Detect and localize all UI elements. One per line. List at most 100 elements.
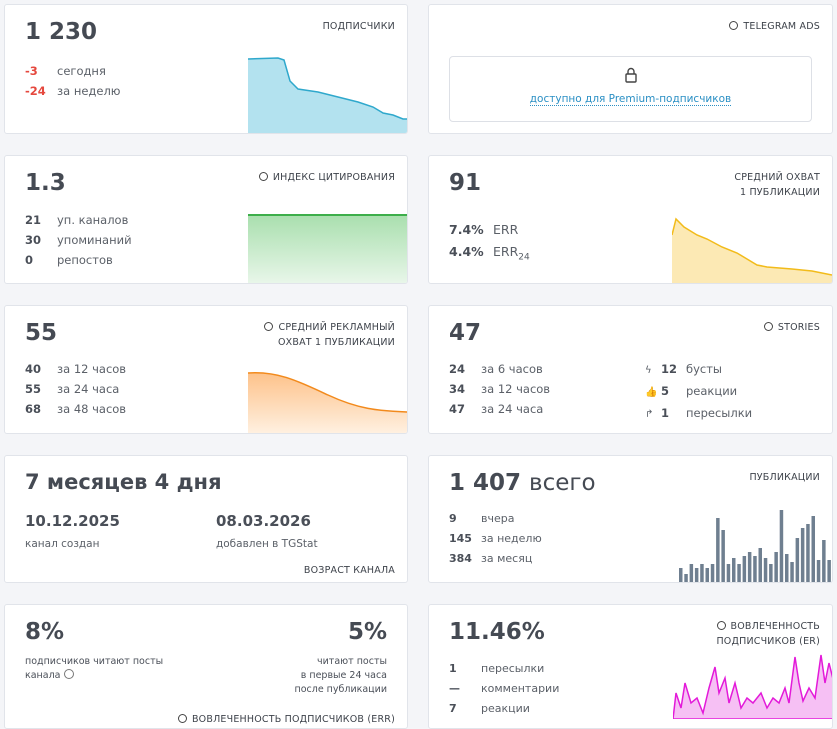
line: подписчиков читают посты (25, 656, 164, 667)
label-line: 1 ПУБЛИКАЦИИ (740, 187, 820, 198)
label: ИНДЕКС ЦИТИРОВАНИЯ (258, 170, 395, 185)
text: за 12 часов (57, 362, 127, 376)
rows: 7.4% ERR 4.4% ERR24 (449, 219, 530, 269)
label-text: STORIES (777, 322, 820, 333)
num: 47 (449, 402, 466, 416)
num: 7.4% (449, 222, 484, 237)
sparkline (248, 57, 407, 133)
right-value: 5% (347, 619, 387, 645)
text: пересылки (686, 406, 753, 420)
text: сегодня (57, 64, 106, 78)
value: 55 (25, 320, 58, 346)
unit: всего (529, 470, 596, 496)
reading-card: 8% подписчиков читают посты канала 5% чит… (4, 604, 408, 729)
num: -24 (25, 84, 46, 98)
num: — (449, 682, 460, 695)
premium-box: доступно для Premium-подписчиков (449, 56, 812, 122)
label: STORIES (763, 320, 820, 335)
created-label: канал создан (25, 538, 100, 550)
label: ВОВЛЕЧЕННОСТЬ ПОДПИСЧИКОВ (ER) (716, 619, 820, 649)
ads-card: TELEGRAM ADS доступно для Premium-подпис… (428, 4, 833, 134)
sparkline (673, 654, 832, 719)
label-line: ВОВЛЕЧЕННОСТЬ (730, 621, 820, 632)
created: 10.12.2025 (25, 512, 120, 530)
text: реакции (481, 702, 530, 715)
num: 24 (449, 362, 466, 376)
label-line: СРЕДНИЙ РЕКЛАМНЫЙ (278, 322, 395, 333)
rows: 1 пересылки — комментарии 7 реакции (449, 659, 559, 719)
value: 1 230 (25, 19, 98, 45)
rows: 24 за 6 часов 34 за 12 часов 47 за 24 часа (449, 359, 550, 419)
right-text: читают посты в первые 24 часа после публик… (295, 655, 388, 697)
text: ERR (493, 244, 519, 259)
num: 34 (449, 382, 466, 396)
text: за 48 часов (57, 402, 127, 416)
avg-reach-card: 91 СРЕДНИЙ ОХВАТ 1 ПУБЛИКАЦИИ 7.4% ERR 4.4… (428, 155, 833, 284)
er-card: 11.46% ВОВЛЕЧЕННОСТЬ ПОДПИСЧИКОВ (ER) 1 пе… (428, 604, 833, 729)
subscript: 24 (518, 252, 530, 263)
label-line: СРЕДНИЙ ОХВАТ (734, 172, 820, 183)
text: за 12 часов (481, 382, 551, 396)
num: 7 (449, 702, 457, 715)
text: за неделю (481, 532, 542, 545)
sparkline (248, 372, 407, 433)
value-num: 1 407 (449, 470, 522, 496)
num: 55 (25, 382, 42, 396)
footer-text: ВОВЛЕЧЕННОСТЬ ПОДПИСЧИКОВ (ERR) (191, 714, 395, 725)
text: за 24 часа (57, 382, 120, 396)
left-value: 8% (25, 619, 65, 645)
num: 40 (25, 362, 42, 376)
value: 1 407 всего (449, 470, 596, 496)
rows: 21 уп. каналов 30 упоминаний 0 репостов (25, 210, 132, 270)
line: после публикации (294, 684, 388, 695)
subscribers-card: 1 230 ПОДПИСЧИКИ -3 сегодня -24 за неделю (4, 4, 408, 134)
age-card: 7 месяцев 4 дня 10.12.2025 канал создан … (4, 455, 408, 583)
text: репостов (57, 253, 113, 267)
stories-card: 47 STORIES 24 за 6 часов 34 за 12 часов 47… (428, 305, 833, 434)
num: -3 (25, 64, 38, 78)
added: 08.03.2026 (216, 512, 311, 530)
citation-card: 1.3 ИНДЕКС ЦИТИРОВАНИЯ 21 уп. каналов 30 у… (4, 155, 408, 284)
line: читают посты (317, 656, 387, 667)
line: канала (25, 670, 61, 681)
lock-icon (624, 67, 637, 83)
num: 5 (661, 384, 670, 398)
num: 1 (661, 406, 670, 420)
extra-rows: ϟ 12 бусты 👍 5 реакции ↱ 1 пересылки (645, 359, 752, 425)
bars (679, 510, 831, 582)
text: упоминаний (57, 233, 132, 247)
value: 11.46% (449, 619, 545, 645)
label: ПОДПИСЧИКИ (322, 21, 395, 32)
added-label: добавлен в TGStat (216, 538, 318, 550)
label: ВОЗРАСТ КАНАЛА (303, 565, 395, 576)
text: за месяц (481, 552, 533, 565)
text: за 24 часа (481, 402, 544, 416)
text: вчера (481, 512, 515, 525)
label: СРЕДНИЙ ОХВАТ 1 ПУБЛИКАЦИИ (734, 170, 820, 200)
num: 0 (25, 253, 34, 267)
num: 145 (449, 532, 472, 545)
label-text: ИНДЕКС ЦИТИРОВАНИЯ (272, 172, 395, 183)
value: 1.3 (25, 170, 66, 196)
value: 91 (449, 170, 482, 196)
text: пересылки (481, 662, 545, 675)
text: за 6 часов (481, 362, 543, 376)
num: 4.4% (449, 244, 484, 259)
text: за неделю (57, 84, 121, 98)
sparkline (248, 214, 407, 283)
text: реакции (686, 384, 738, 398)
num: 12 (661, 362, 678, 376)
rows: 40 за 12 часов 55 за 24 часа 68 за 48 часов (25, 359, 126, 419)
num: 68 (25, 402, 42, 416)
posts-card: 1 407 всего ПУБЛИКАЦИИ 9 вчера 145 за неде… (428, 455, 833, 583)
label-text: TELEGRAM ADS (743, 21, 820, 32)
label-line: ОХВАТ 1 ПУБЛИКАЦИИ (277, 337, 395, 348)
num: 9 (449, 512, 457, 525)
num: 1 (449, 662, 457, 675)
text: бусты (686, 362, 722, 376)
premium-link[interactable]: доступно для Premium-подписчиков (529, 93, 732, 106)
ad-reach-card: 55 СРЕДНИЙ РЕКЛАМНЫЙ ОХВАТ 1 ПУБЛИКАЦИИ 4… (4, 305, 408, 434)
label: TELEGRAM ADS (729, 19, 820, 34)
footer: ВОВЛЕЧЕННОСТЬ ПОДПИСЧИКОВ (ERR) (177, 712, 395, 727)
